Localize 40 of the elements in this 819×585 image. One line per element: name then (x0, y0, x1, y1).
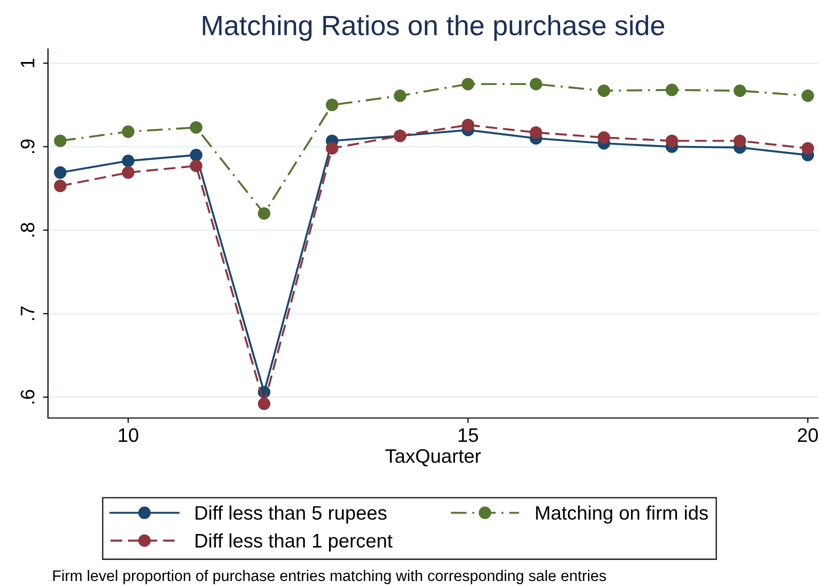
point (54, 180, 66, 192)
y-tick-label: .6 (20, 390, 34, 404)
point (598, 84, 610, 97)
legend-label: Diff less than 5 rupees (196, 506, 387, 524)
point (394, 90, 406, 102)
point (462, 78, 474, 90)
point (258, 398, 270, 410)
point (258, 207, 270, 220)
point (802, 90, 814, 102)
text: Firm level proportion of purchase entries matching with corresponding sale entries (53, 570, 606, 584)
x-tick-label: 20 (798, 428, 818, 442)
point (190, 148, 202, 162)
point (802, 142, 814, 155)
point (326, 98, 338, 112)
point (598, 131, 610, 144)
x-axis-title: TaxQuarter (385, 449, 481, 466)
point (190, 121, 202, 134)
y-tick-label: .9 (20, 139, 34, 154)
point (734, 84, 746, 97)
point (122, 166, 134, 179)
point (326, 142, 338, 155)
point (54, 166, 66, 179)
point (666, 84, 678, 96)
point (530, 126, 542, 139)
point (122, 154, 134, 168)
y-tick-label: .8 (20, 222, 34, 236)
point (122, 125, 134, 138)
point (530, 78, 542, 90)
point (54, 134, 66, 148)
x-tick-label: 10 (118, 428, 138, 442)
point (734, 134, 746, 148)
legend-label: Diff less than 1 percent (196, 533, 392, 552)
point (666, 134, 678, 148)
point (462, 118, 474, 132)
chart-title: Matching Ratios on the purchase side (202, 14, 664, 41)
y-tick-label: 1 (20, 58, 34, 68)
point (190, 160, 202, 172)
x-tick-label: 15 (458, 428, 478, 442)
legend-label: Matching on firm ids (536, 506, 708, 524)
y-tick-label: .7 (20, 306, 34, 320)
